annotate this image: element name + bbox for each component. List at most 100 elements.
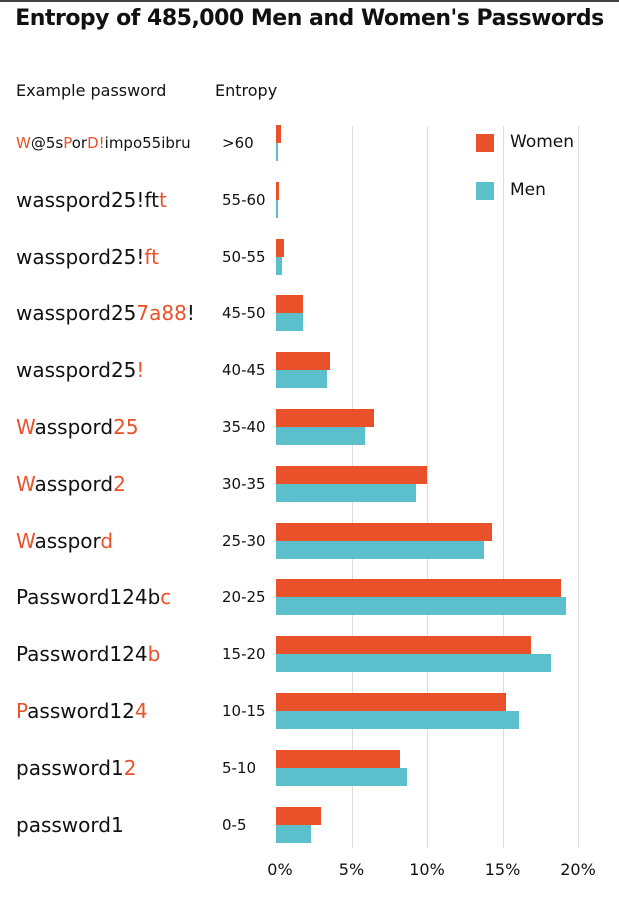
entropy-category-label: 45-50 xyxy=(222,304,266,323)
legend-label-women: Women xyxy=(510,132,575,152)
password-chars: impo55ibru xyxy=(104,134,191,152)
bar-men xyxy=(276,256,283,275)
password-changed-chars: ft xyxy=(144,244,159,269)
bar-women xyxy=(276,693,506,711)
password-changed-chars: W xyxy=(16,415,35,439)
example-password: wasspord25!ftt xyxy=(16,185,167,215)
gridline xyxy=(502,126,504,848)
password-changed-chars: P xyxy=(16,699,28,723)
entropy-category-label: 0-5 xyxy=(222,815,247,834)
example-password: wasspord257a88! xyxy=(16,298,195,328)
bar-men xyxy=(276,313,304,332)
bar-men xyxy=(276,654,551,673)
password-changed-chars: t xyxy=(158,187,167,212)
example-password: Password124b xyxy=(16,639,160,669)
x-tick-label: 10% xyxy=(409,860,445,879)
password-chars: wasspord25 xyxy=(16,358,137,383)
legend-swatch-women xyxy=(476,134,494,152)
example-password: Wasspord xyxy=(16,526,113,556)
x-tick-label: 5% xyxy=(338,860,365,879)
password-chars: @5s xyxy=(30,134,64,152)
legend-swatch-men xyxy=(476,182,494,200)
password-chars: assword12 xyxy=(27,699,135,723)
bar-women xyxy=(276,749,400,768)
password-changed-chars: 4 xyxy=(134,699,148,723)
password-changed-chars: W xyxy=(16,528,35,553)
password-chars: password1 xyxy=(16,755,124,780)
password-changed-chars: ! xyxy=(136,358,145,383)
password-chars: Password124 xyxy=(16,642,148,667)
entropy-category-label: 55-60 xyxy=(222,190,266,209)
bar-women xyxy=(276,465,427,484)
password-chars: Password124b xyxy=(16,585,161,610)
password-column-header: Example password xyxy=(16,81,167,100)
bar-women xyxy=(276,806,322,825)
x-tick-label: 15% xyxy=(484,860,521,879)
bar-men xyxy=(276,824,311,843)
password-chars: asspord xyxy=(34,415,114,439)
password-chars: asspor xyxy=(34,528,101,553)
password-changed-chars: 2 xyxy=(123,755,137,780)
entropy-column-header: Entropy xyxy=(215,81,278,100)
entropy-category-label: 50-55 xyxy=(222,247,266,266)
bar-women xyxy=(276,181,280,200)
example-password: Wasspord25 xyxy=(16,412,139,442)
gridline xyxy=(578,126,579,848)
password-chars: wasspord25!ft xyxy=(16,187,159,212)
password-changed-chars: d xyxy=(100,528,114,553)
password-changed-chars: 7a88 xyxy=(136,301,187,326)
gridline xyxy=(427,126,428,848)
bar-women xyxy=(276,125,281,143)
top-border xyxy=(0,0,619,2)
x-tick-label: 20% xyxy=(560,860,596,879)
bar-men xyxy=(276,427,366,445)
bar-women xyxy=(276,409,375,427)
bar-men xyxy=(276,597,566,616)
entropy-category-label: 40-45 xyxy=(222,361,266,380)
password-chars: wasspord25! xyxy=(16,244,145,269)
password-chars: ! xyxy=(186,301,195,326)
bar-women xyxy=(276,522,492,541)
password-chars: wasspord25 xyxy=(16,301,137,326)
password-chars: password1 xyxy=(16,812,124,837)
entropy-category-label: 20-25 xyxy=(222,588,266,607)
password-chars: asspord xyxy=(34,471,114,496)
bar-men xyxy=(276,767,408,786)
entropy-category-label: 10-15 xyxy=(222,702,266,720)
bar-women xyxy=(276,579,562,598)
x-tick-label: 0% xyxy=(267,860,293,879)
entropy-category-label: 15-20 xyxy=(222,645,266,664)
password-chars: or xyxy=(71,134,88,152)
password-changed-chars: c xyxy=(160,585,172,610)
bar-men xyxy=(276,199,278,218)
example-password: Password124 xyxy=(16,696,148,726)
password-changed-chars: P xyxy=(63,134,72,152)
bar-women xyxy=(276,238,284,257)
password-changed-chars: W xyxy=(16,471,35,496)
password-changed-chars: b xyxy=(147,642,161,667)
example-password: wasspord25!ft xyxy=(16,242,159,272)
bar-men xyxy=(276,483,417,502)
password-changed-chars: D! xyxy=(87,134,105,152)
bar-men xyxy=(276,143,278,161)
entropy-category-label: 35-40 xyxy=(222,418,266,436)
example-password: password1 xyxy=(16,810,124,840)
legend-label-men: Men xyxy=(510,180,546,200)
password-changed-chars: 25 xyxy=(113,415,139,439)
entropy-category-label: >60 xyxy=(222,134,254,152)
bar-men xyxy=(276,540,485,559)
example-password: W@5sPorD!impo55ibru xyxy=(16,128,191,158)
entropy-category-label: 5-10 xyxy=(222,758,257,777)
example-password: Password124bc xyxy=(16,582,171,612)
example-password: wasspord25! xyxy=(16,355,144,385)
bar-women xyxy=(276,352,331,371)
bar-men xyxy=(276,370,328,389)
chart-title: Entropy of 485,000 Men and Women's Passw… xyxy=(15,6,604,31)
example-password: password12 xyxy=(16,753,136,783)
bar-women xyxy=(276,636,532,655)
bar-men xyxy=(276,711,520,729)
example-password: Wasspord2 xyxy=(16,469,126,499)
bar-women xyxy=(276,295,304,314)
password-changed-chars: 2 xyxy=(113,471,126,496)
entropy-category-label: 25-30 xyxy=(222,531,266,550)
